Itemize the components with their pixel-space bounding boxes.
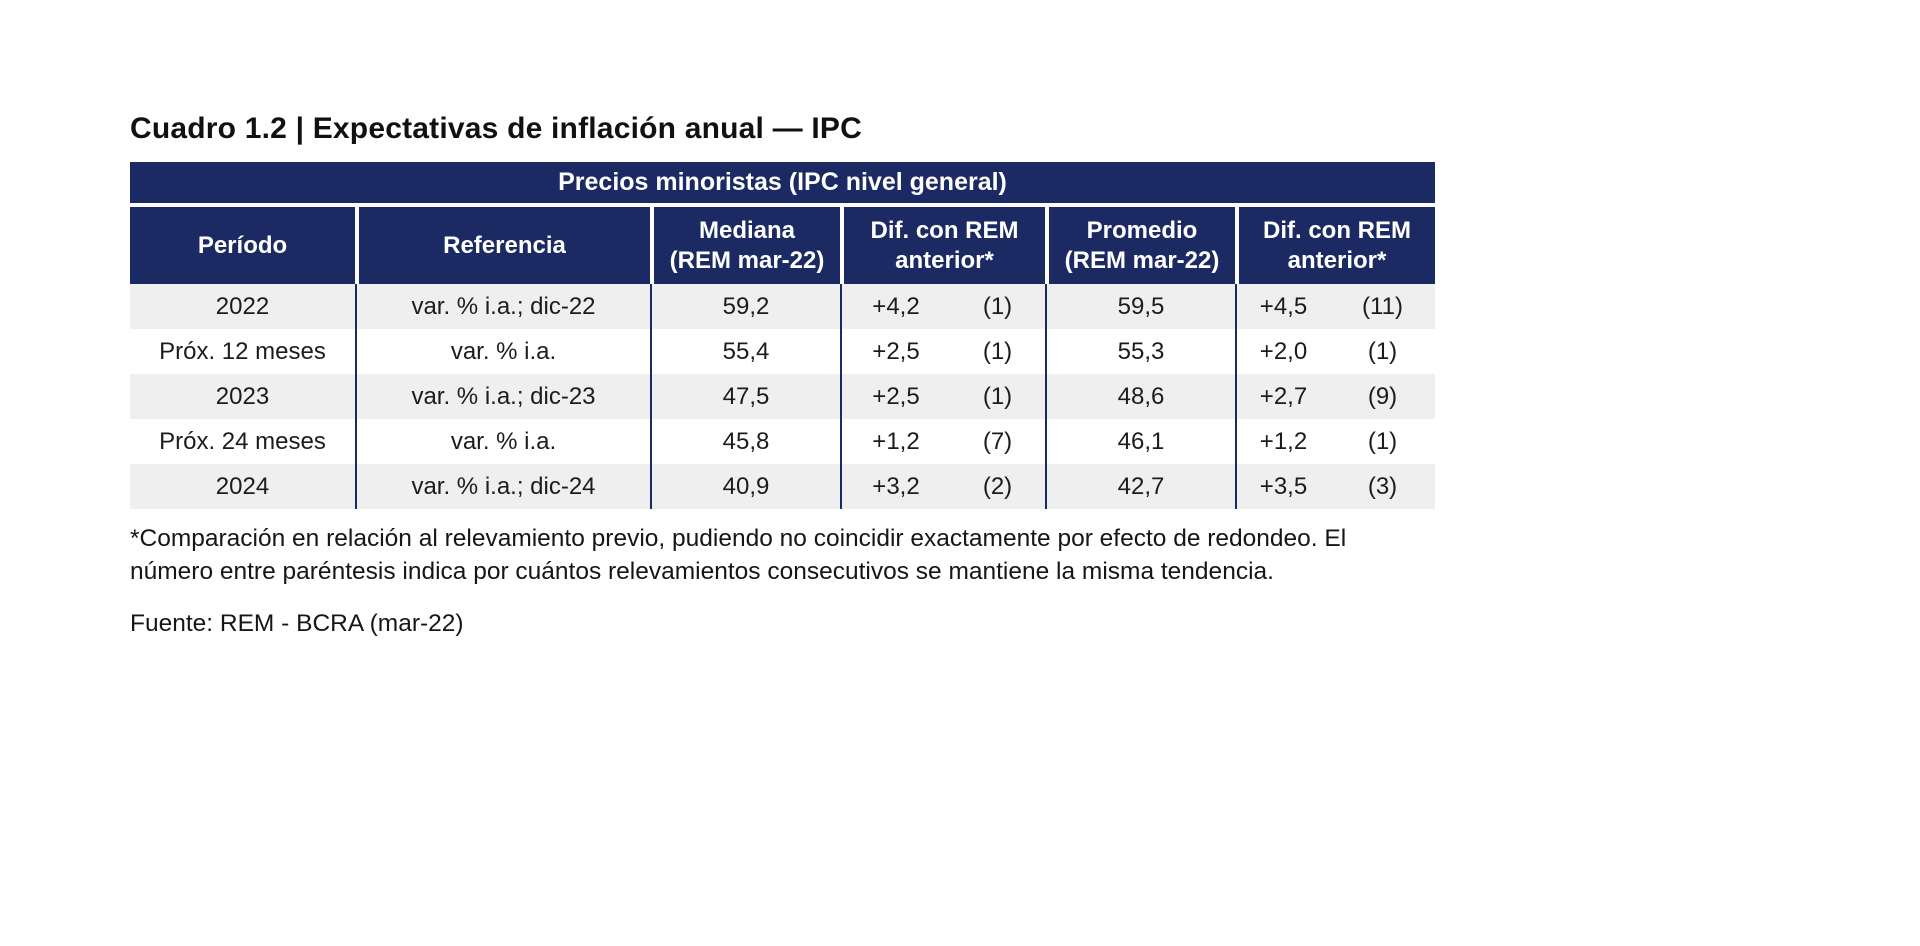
cell-median: 40,9 xyxy=(650,464,840,509)
cell-average: 59,5 xyxy=(1045,284,1235,329)
cell-period: Próx. 12 meses xyxy=(159,337,326,365)
cell-average: 48,6 xyxy=(1045,374,1235,419)
cell-period: 2024 xyxy=(215,472,270,500)
header-median-line2: (REM mar-22) xyxy=(669,246,825,274)
table-row: 2022 var. % i.a.; dic-22 59,2 +4,2 (1) 5… xyxy=(130,284,1435,329)
table-column-headers: Período Referencia Mediana (REM mar-22) … xyxy=(130,207,1435,284)
header-diff-prev-1-line1: Dif. con REM xyxy=(870,216,1019,244)
cell-average: 46,1 xyxy=(1045,419,1235,464)
header-diff-prev-2-line1: Dif. con REM xyxy=(1263,216,1411,244)
cell-reference: var. % i.a. xyxy=(355,329,650,374)
table-row: Próx. 24 meses var. % i.a. 45,8 +1,2 (7)… xyxy=(130,419,1435,464)
cell-diff1-count: (7) xyxy=(982,427,1013,455)
cell-diff1-value: +4,2 xyxy=(840,284,950,329)
cell-average: 42,7 xyxy=(1045,464,1235,509)
cell-diff2-value: +4,5 xyxy=(1235,284,1330,329)
header-average-line1: Promedio xyxy=(1086,216,1198,244)
cell-diff1-count: (2) xyxy=(982,472,1013,500)
cell-period: Próx. 24 meses xyxy=(159,427,326,455)
cell-diff1-value: +2,5 xyxy=(840,374,950,419)
cell-period: 2022 xyxy=(215,292,270,320)
cell-diff1-count: (1) xyxy=(982,382,1013,410)
header-period: Período xyxy=(130,207,355,284)
header-median: Mediana (REM mar-22) xyxy=(650,207,840,284)
header-reference: Referencia xyxy=(355,207,650,284)
header-diff-prev-2-line2: anterior* xyxy=(1287,246,1387,274)
cell-diff2-count: (3) xyxy=(1367,472,1398,500)
cell-diff1-count: (1) xyxy=(982,337,1013,365)
cell-median: 45,8 xyxy=(650,419,840,464)
header-diff-prev-1-line2: anterior* xyxy=(895,246,994,274)
cell-median: 55,4 xyxy=(650,329,840,374)
header-median-line1: Mediana xyxy=(698,216,796,244)
cell-reference: var. % i.a.; dic-24 xyxy=(355,464,650,509)
table-band-header: Precios minoristas (IPC nivel general) xyxy=(130,162,1435,203)
cell-diff2-value: +2,0 xyxy=(1235,329,1330,374)
cell-diff1-value: +3,2 xyxy=(840,464,950,509)
inflation-expectations-table: Precios minoristas (IPC nivel general) P… xyxy=(130,162,1435,509)
header-average-line2: (REM mar-22) xyxy=(1064,246,1220,274)
table-title: Cuadro 1.2 | Expectativas de inflación a… xyxy=(130,112,862,145)
cell-diff2-value: +1,2 xyxy=(1235,419,1330,464)
cell-diff2-count: (1) xyxy=(1367,427,1398,455)
cell-reference: var. % i.a.; dic-23 xyxy=(355,374,650,419)
table-row: 2024 var. % i.a.; dic-24 40,9 +3,2 (2) 4… xyxy=(130,464,1435,509)
table-source: Fuente: REM - BCRA (mar-22) xyxy=(130,610,464,638)
cell-diff2-count: (11) xyxy=(1362,292,1403,320)
cell-diff2-count: (9) xyxy=(1367,382,1398,410)
document-page: Cuadro 1.2 | Expectativas de inflación a… xyxy=(130,112,1440,638)
cell-reference: var. % i.a. xyxy=(355,419,650,464)
header-diff-prev-2: Dif. con REM anterior* xyxy=(1235,207,1435,284)
cell-reference: var. % i.a.; dic-22 xyxy=(355,284,650,329)
cell-diff1-value: +1,2 xyxy=(840,419,950,464)
cell-average: 55,3 xyxy=(1045,329,1235,374)
header-average: Promedio (REM mar-22) xyxy=(1045,207,1235,284)
cell-median: 59,2 xyxy=(650,284,840,329)
table-row: Próx. 12 meses var. % i.a. 55,4 +2,5 (1)… xyxy=(130,329,1435,374)
cell-diff2-value: +3,5 xyxy=(1235,464,1330,509)
table-footnote: *Comparación en relación al relevamiento… xyxy=(130,525,1347,585)
cell-diff2-value: +2,7 xyxy=(1235,374,1330,419)
cell-diff1-value: +2,5 xyxy=(840,329,950,374)
cell-period: 2023 xyxy=(215,382,270,410)
cell-diff1-count: (1) xyxy=(982,292,1013,320)
cell-diff2-count: (1) xyxy=(1367,337,1398,365)
header-diff-prev-1: Dif. con REM anterior* xyxy=(840,207,1045,284)
table-row: 2023 var. % i.a.; dic-23 47,5 +2,5 (1) 4… xyxy=(130,374,1435,419)
cell-median: 47,5 xyxy=(650,374,840,419)
